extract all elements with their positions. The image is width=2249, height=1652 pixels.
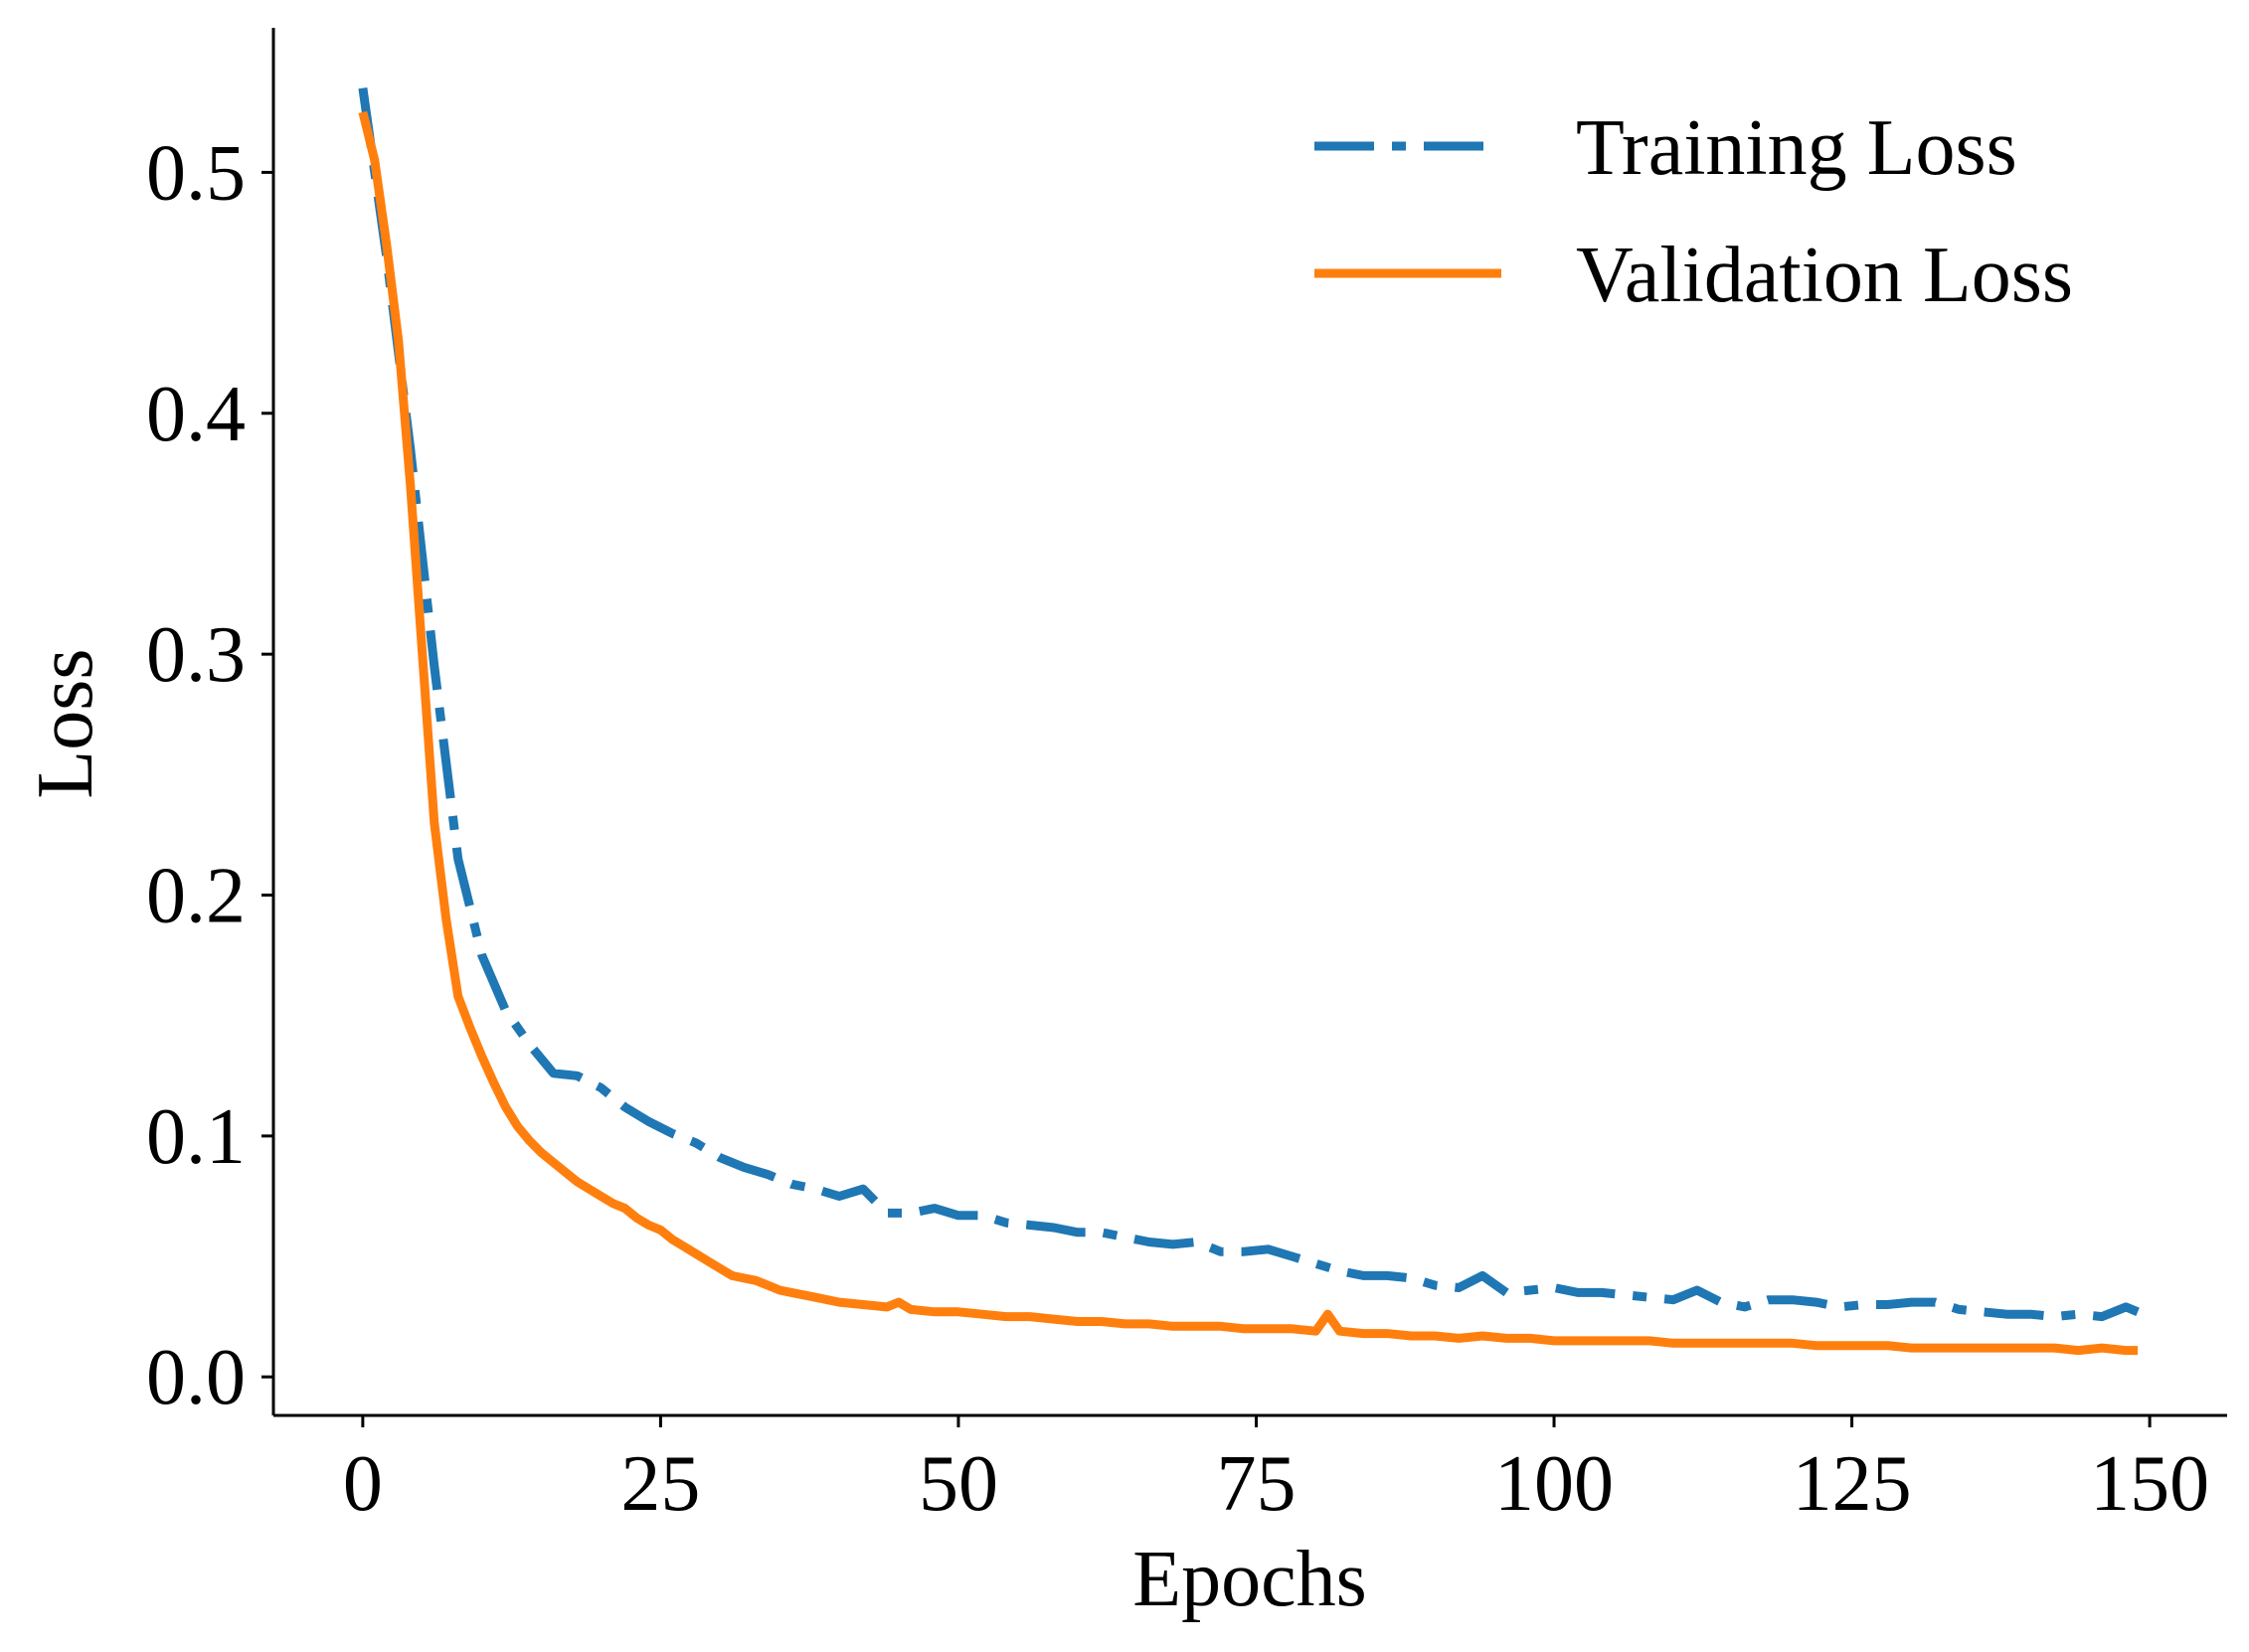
- x-tick-label: 75: [1216, 1440, 1296, 1528]
- series-line-training-loss: [358, 86, 2140, 1322]
- x-tick-label: 125: [1793, 1440, 1912, 1528]
- y-tick-label: 0.1: [146, 1093, 246, 1181]
- x-ticks: 0 25 50 75 100 125 150: [343, 1415, 2209, 1528]
- legend-label-training-loss: Training Loss: [1576, 104, 2017, 192]
- legend: Training Loss Validation Loss: [1314, 104, 2073, 319]
- y-tick-label: 0.2: [146, 853, 246, 940]
- y-tick-label: 0.4: [146, 371, 246, 458]
- x-tick-label: 25: [620, 1440, 700, 1528]
- series-line-validation-loss: [358, 110, 2139, 1356]
- legend-label-validation-loss: Validation Loss: [1576, 232, 2073, 319]
- y-tick-label: 0.3: [146, 611, 246, 699]
- y-ticks: 0.0 0.1 0.2 0.3 0.4 0.5: [146, 129, 273, 1421]
- y-tick-label: 0.5: [146, 129, 246, 217]
- y-axis-title: Loss: [22, 648, 109, 798]
- y-tick-label: 0.0: [146, 1334, 246, 1421]
- x-tick-label: 50: [919, 1440, 998, 1528]
- series-layer: [358, 86, 2140, 1356]
- x-tick-label: 100: [1494, 1440, 1614, 1528]
- x-tick-label: 0: [343, 1440, 383, 1528]
- x-tick-label: 150: [2090, 1440, 2209, 1528]
- x-axis-title: Epochs: [1132, 1536, 1367, 1623]
